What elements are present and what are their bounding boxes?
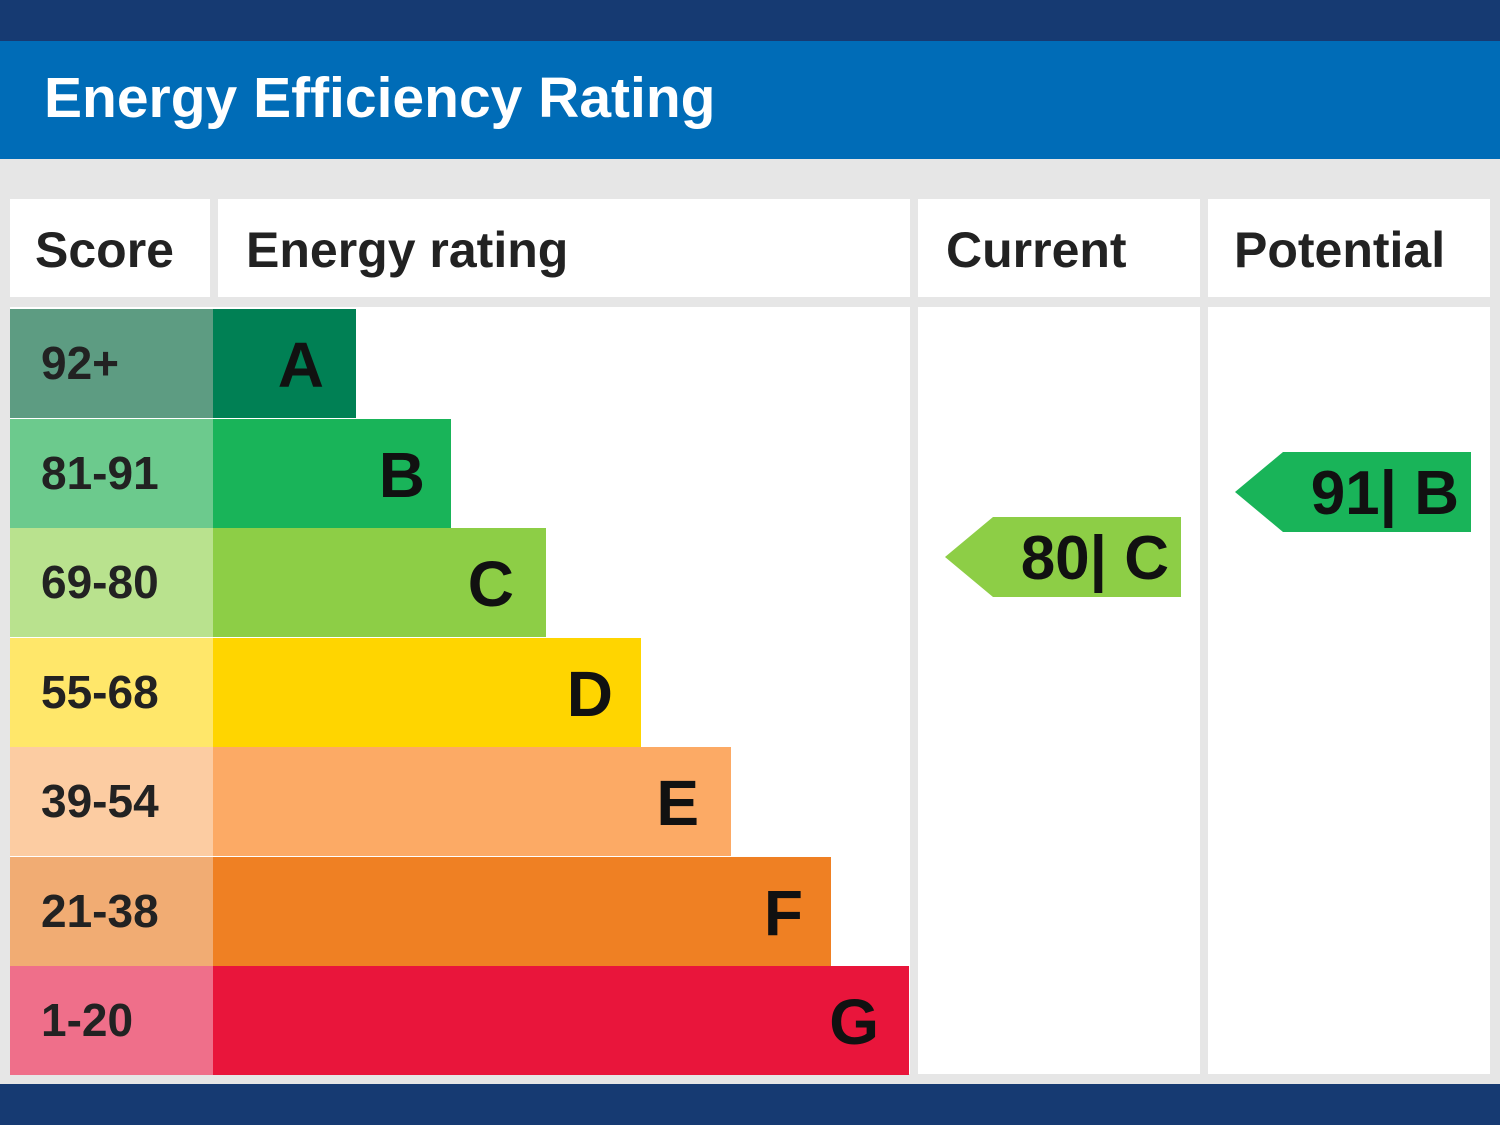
rating-band-g: G <box>213 966 909 1075</box>
header-potential: Potential <box>1234 222 1446 278</box>
current-rating-label: 80| C <box>1020 524 1169 593</box>
rating-band-d: D <box>213 638 641 747</box>
rating-band-b: B <box>213 419 451 528</box>
score-range-f: 21-38 <box>10 857 213 966</box>
current-column <box>918 307 1200 1074</box>
score-range-b: 81-91 <box>10 419 213 528</box>
score-range-c: 69-80 <box>10 528 213 637</box>
header-current-cell <box>918 199 1200 297</box>
rating-band-f: F <box>213 857 831 966</box>
potential-column <box>1208 307 1490 1074</box>
header-score: Score <box>35 222 174 278</box>
header-potential-cell <box>1208 199 1490 297</box>
score-range-d: 55-68 <box>10 638 213 747</box>
chart-title: Energy Efficiency Rating <box>44 66 716 130</box>
current-rating-arrow-shape <box>945 517 1181 597</box>
score-range-g: 1-20 <box>10 966 213 1075</box>
potential-rating-arrow-shape <box>1235 452 1471 532</box>
rating-band-a: A <box>213 309 356 418</box>
current-rating-arrow <box>945 517 1181 597</box>
rating-band-e: E <box>213 747 731 856</box>
score-range-e: 39-54 <box>10 747 213 856</box>
rating-band-c: C <box>213 528 546 637</box>
potential-rating-arrow <box>1235 452 1471 532</box>
potential-rating-label: 91| B <box>1310 459 1459 528</box>
header-rating-cell <box>218 199 910 297</box>
header-current: Current <box>946 222 1127 278</box>
header-score-cell <box>10 199 210 297</box>
score-range-a: 92+ <box>10 309 213 418</box>
header-energy-rating: Energy rating <box>246 222 569 278</box>
title-bar <box>0 41 1500 159</box>
